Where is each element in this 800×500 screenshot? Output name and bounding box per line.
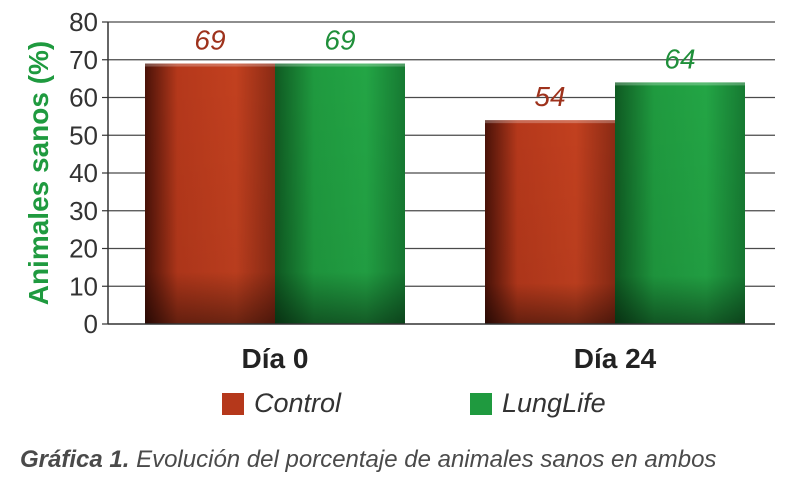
y-axis-title: Animales sanos (%) — [23, 41, 54, 306]
data-labels: 69 69 54 64 — [194, 25, 695, 113]
bar-shade — [275, 63, 405, 325]
bar-shade — [615, 82, 745, 325]
bar-highlight — [615, 82, 745, 86]
y-axis-ticks: 0 10 20 30 40 50 60 70 80 — [69, 7, 108, 339]
y-tick-label: 20 — [69, 234, 98, 264]
y-tick-label: 40 — [69, 158, 98, 188]
y-tick-label: 60 — [69, 83, 98, 113]
x-tick-label: Día 24 — [574, 343, 657, 374]
caption-prefix: Gráfica 1. — [20, 446, 130, 473]
data-label-lunglife-1: 64 — [664, 43, 695, 74]
bar-highlight — [145, 63, 275, 67]
y-tick-label: 10 — [69, 271, 98, 301]
bar-chart: 0 10 20 30 40 50 60 70 80 69 69 54 64 Día 0 Día 24 A… — [23, 7, 775, 374]
x-axis-labels: Día 0 Día 24 — [242, 343, 657, 374]
legend-label-lunglife: LungLife — [502, 388, 606, 418]
bars — [145, 63, 745, 325]
data-label-control-1: 54 — [534, 81, 565, 112]
bar-highlight — [275, 63, 405, 67]
legend-swatch-lunglife — [470, 392, 492, 415]
y-tick-label: 0 — [84, 309, 98, 339]
legend-item-control: Control — [222, 388, 341, 419]
bar-shade — [145, 63, 275, 325]
data-label-lunglife-0: 69 — [324, 25, 355, 56]
legend-item-lunglife: LungLife — [470, 388, 606, 419]
y-tick-label: 70 — [69, 45, 98, 75]
legend-swatch-control — [222, 392, 244, 415]
y-tick-label: 50 — [69, 120, 98, 150]
bar-highlight — [485, 120, 615, 124]
legend-label-control: Control — [254, 388, 342, 418]
legend: Control LungLife — [0, 388, 800, 424]
x-tick-label: Día 0 — [242, 343, 309, 374]
bar-shade — [485, 120, 615, 325]
y-tick-label: 80 — [69, 7, 98, 37]
figure-caption: Gráfica 1. Evolución del porcentaje de a… — [20, 446, 790, 474]
y-tick-label: 30 — [69, 196, 98, 226]
data-label-control-0: 69 — [194, 25, 225, 56]
caption-text: Evolución del porcentaje de animales san… — [129, 446, 717, 473]
